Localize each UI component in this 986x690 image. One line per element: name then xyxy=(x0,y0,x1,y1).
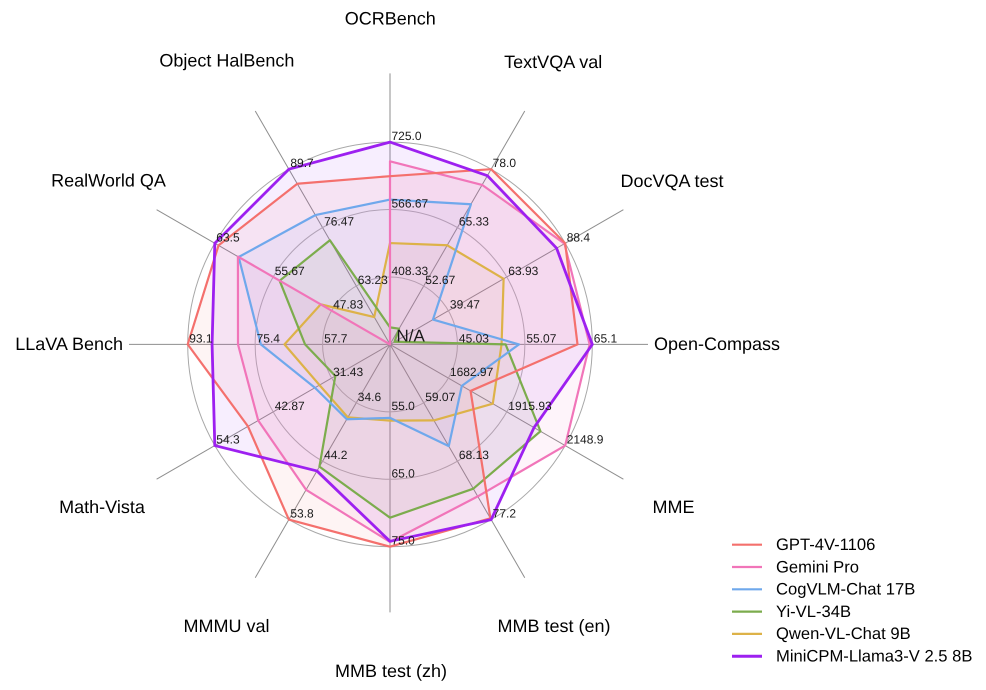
svg-text:88.4: 88.4 xyxy=(567,230,591,244)
svg-text:78.0: 78.0 xyxy=(493,156,517,170)
svg-text:45.03: 45.03 xyxy=(459,331,489,345)
svg-text:65.33: 65.33 xyxy=(459,215,489,229)
svg-text:GPT-4V-1106: GPT-4V-1106 xyxy=(776,535,875,554)
svg-text:408.33: 408.33 xyxy=(392,264,429,278)
svg-text:34.6: 34.6 xyxy=(358,390,382,404)
svg-text:55.67: 55.67 xyxy=(275,264,305,278)
svg-text:2148.9: 2148.9 xyxy=(567,433,604,447)
svg-text:44.2: 44.2 xyxy=(324,448,348,462)
svg-text:OCRBench: OCRBench xyxy=(345,8,436,28)
svg-text:53.8: 53.8 xyxy=(290,507,314,521)
svg-text:65.0: 65.0 xyxy=(392,466,416,480)
svg-text:93.1: 93.1 xyxy=(189,331,213,345)
svg-text:59.07: 59.07 xyxy=(425,390,455,404)
svg-text:725.0: 725.0 xyxy=(392,129,422,143)
svg-text:566.67: 566.67 xyxy=(392,197,429,211)
svg-text:1682.97: 1682.97 xyxy=(450,365,494,379)
svg-text:MMB test (en): MMB test (en) xyxy=(497,616,610,636)
svg-text:63.23: 63.23 xyxy=(358,273,388,287)
svg-text:54.3: 54.3 xyxy=(216,433,240,447)
svg-text:LLaVA Bench: LLaVA Bench xyxy=(15,334,123,354)
svg-text:1915.93: 1915.93 xyxy=(508,399,552,413)
svg-text:RealWorld QA: RealWorld QA xyxy=(51,171,166,191)
svg-text:Open-Compass: Open-Compass xyxy=(654,334,780,354)
svg-text:55.07: 55.07 xyxy=(526,331,556,345)
svg-text:Yi-VL-34B: Yi-VL-34B xyxy=(776,602,851,621)
svg-text:Object HalBench: Object HalBench xyxy=(159,51,294,71)
svg-text:CogVLM-Chat 17B: CogVLM-Chat 17B xyxy=(776,580,915,599)
svg-text:DocVQA test: DocVQA test xyxy=(620,171,723,191)
svg-text:68.13: 68.13 xyxy=(459,448,489,462)
svg-text:47.83: 47.83 xyxy=(333,298,363,312)
svg-text:Qwen-VL-Chat 9B: Qwen-VL-Chat 9B xyxy=(776,624,911,643)
svg-text:Gemini Pro: Gemini Pro xyxy=(776,557,859,576)
svg-text:39.47: 39.47 xyxy=(450,298,480,312)
svg-text:75.0: 75.0 xyxy=(392,534,416,548)
svg-text:Math-Vista: Math-Vista xyxy=(59,497,146,517)
svg-text:55.0: 55.0 xyxy=(392,399,416,413)
svg-text:MME: MME xyxy=(653,497,695,517)
svg-text:42.87: 42.87 xyxy=(275,399,305,413)
svg-text:63.93: 63.93 xyxy=(508,264,538,278)
svg-text:TextVQA val: TextVQA val xyxy=(504,52,602,72)
svg-text:57.7: 57.7 xyxy=(324,331,348,345)
svg-text:MMB test (zh): MMB test (zh) xyxy=(335,661,447,681)
svg-text:89.7: 89.7 xyxy=(290,156,314,170)
svg-text:MMMU val: MMMU val xyxy=(184,616,270,636)
svg-text:MiniCPM-Llama3-V 2.5 8B: MiniCPM-Llama3-V 2.5 8B xyxy=(776,647,972,666)
svg-text:N/A: N/A xyxy=(397,326,426,345)
svg-text:31.43: 31.43 xyxy=(333,365,363,379)
svg-text:77.2: 77.2 xyxy=(493,507,517,521)
svg-text:65.1: 65.1 xyxy=(594,331,618,345)
svg-text:76.47: 76.47 xyxy=(324,215,354,229)
svg-text:63.5: 63.5 xyxy=(216,230,240,244)
svg-text:75.4: 75.4 xyxy=(257,331,281,345)
svg-text:52.67: 52.67 xyxy=(425,273,455,287)
